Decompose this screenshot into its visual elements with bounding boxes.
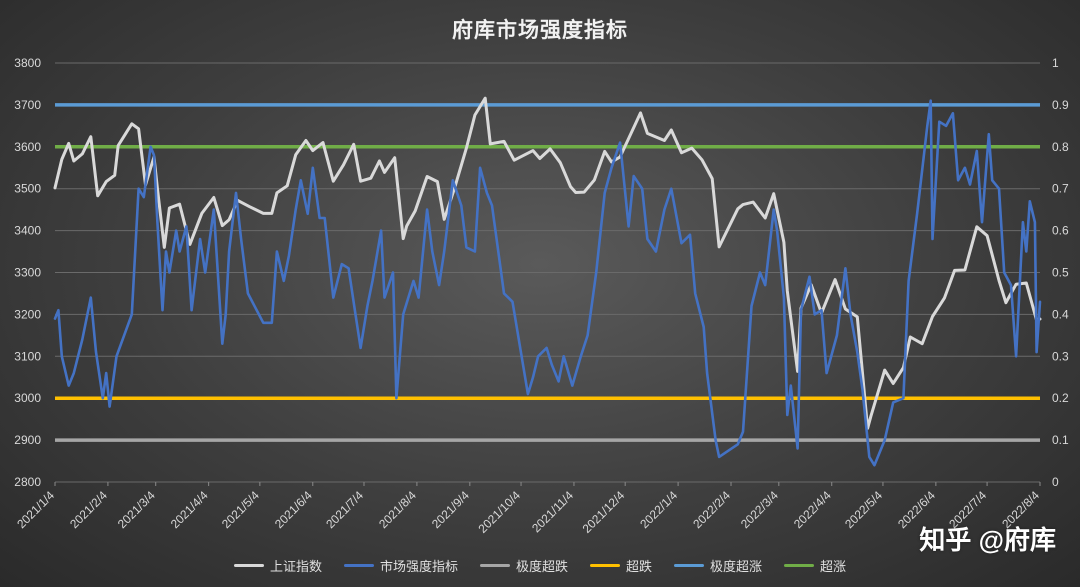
x-tick-label: 2021/10/4 bbox=[476, 488, 524, 536]
watermark-text: 知乎 @府库 bbox=[919, 525, 1056, 555]
watermark: 知乎 @府库 bbox=[919, 520, 1056, 557]
y-left-tick-label: 3200 bbox=[14, 307, 41, 321]
legend-label: 极度超涨 bbox=[710, 559, 763, 574]
legend-swatch bbox=[479, 564, 510, 567]
y-right-tick-label: 0.4 bbox=[1052, 307, 1069, 321]
left-y-axis: 2800 2900 3000 3100 3200 3300 3400 3500 3600 3700… bbox=[14, 56, 41, 489]
y-right-tick-label: 0.7 bbox=[1052, 182, 1069, 196]
y-right-tick-label: 0 bbox=[1052, 475, 1059, 489]
legend-item: 超跌 bbox=[590, 556, 652, 575]
x-tick-label: 2021/6/4 bbox=[272, 488, 315, 531]
x-tick-label: 2021/1/4 bbox=[14, 488, 57, 531]
x-tick-label: 2022/5/4 bbox=[842, 488, 885, 531]
x-tick-label: 2022/1/4 bbox=[637, 488, 680, 531]
x-tick-label: 2022/2/4 bbox=[690, 488, 733, 531]
legend-label: 上证指数 bbox=[269, 559, 322, 574]
y-left-tick-label: 3700 bbox=[14, 98, 41, 112]
x-tick-label: 2022/4/4 bbox=[791, 488, 834, 531]
legend-item: 市场强度指标 bbox=[343, 556, 458, 575]
x-tick-label: 2021/4/4 bbox=[168, 488, 211, 531]
x-tick-label: 2021/11/4 bbox=[529, 488, 576, 535]
x-tick-label: 2021/8/4 bbox=[376, 488, 419, 531]
legend-item: 上证指数 bbox=[233, 556, 322, 575]
y-left-tick-label: 3500 bbox=[14, 182, 41, 196]
legend-item: 极度超跌 bbox=[479, 556, 568, 575]
grid-lines bbox=[55, 62, 1040, 483]
series-市场强度指标 bbox=[53, 99, 1042, 467]
y-right-tick-label: 0.1 bbox=[1052, 433, 1069, 447]
legend-swatch bbox=[784, 564, 815, 567]
right-y-axis: 0 0.1 0.2 0.3 0.4 0.5 0.6 0.7 0.8 0.9 1 bbox=[1052, 56, 1069, 489]
y-left-tick-label: 3400 bbox=[14, 224, 41, 238]
legend-label: 极度超跌 bbox=[515, 559, 568, 574]
y-left-tick-label: 2800 bbox=[14, 475, 41, 489]
y-left-tick-label: 3600 bbox=[14, 140, 41, 154]
y-right-tick-label: 0.6 bbox=[1052, 224, 1069, 238]
x-tick-label: 2021/2/4 bbox=[67, 488, 110, 531]
x-tick-label: 2021/3/4 bbox=[115, 488, 158, 531]
y-left-tick-label: 2900 bbox=[14, 433, 41, 447]
legend-swatch bbox=[590, 564, 620, 567]
series-lines bbox=[53, 96, 1042, 467]
y-left-tick-label: 3100 bbox=[14, 349, 41, 363]
legend-item: 超涨 bbox=[784, 556, 846, 575]
y-left-tick-label: 3800 bbox=[14, 56, 41, 70]
legend-item: 极度超涨 bbox=[674, 556, 762, 575]
y-right-tick-label: 0.5 bbox=[1052, 266, 1069, 280]
legend-label: 超涨 bbox=[820, 559, 847, 574]
legend-swatch bbox=[343, 564, 374, 567]
y-right-tick-label: 1 bbox=[1052, 56, 1059, 70]
y-right-tick-label: 0.8 bbox=[1052, 140, 1069, 154]
y-right-tick-label: 0.3 bbox=[1052, 349, 1069, 363]
chart-legend: 上证指数 市场强度指标 极度超跌 超跌 极度超涨 超涨 bbox=[0, 556, 1080, 575]
x-axis: 2021/1/4 2021/2/4 2021/3/4 2021/4/4 2021/5/4… bbox=[14, 482, 1042, 536]
chart-title: 府库市场强度指标 bbox=[452, 19, 628, 42]
legend-swatch bbox=[233, 564, 264, 567]
y-right-tick-label: 0.2 bbox=[1052, 391, 1069, 405]
x-tick-label: 2021/9/4 bbox=[429, 488, 472, 531]
legend-label: 市场强度指标 bbox=[379, 559, 458, 574]
y-left-tick-label: 3000 bbox=[14, 391, 41, 405]
x-tick-label: 2021/7/4 bbox=[323, 488, 366, 531]
x-tick-label: 2021/12/4 bbox=[580, 488, 628, 536]
y-left-tick-label: 3300 bbox=[14, 266, 41, 280]
legend-swatch bbox=[674, 564, 705, 567]
x-tick-label: 2021/5/4 bbox=[219, 488, 262, 531]
legend-label: 超跌 bbox=[626, 559, 653, 574]
y-right-tick-label: 0.9 bbox=[1052, 98, 1069, 112]
x-tick-label: 2022/3/4 bbox=[738, 488, 781, 531]
